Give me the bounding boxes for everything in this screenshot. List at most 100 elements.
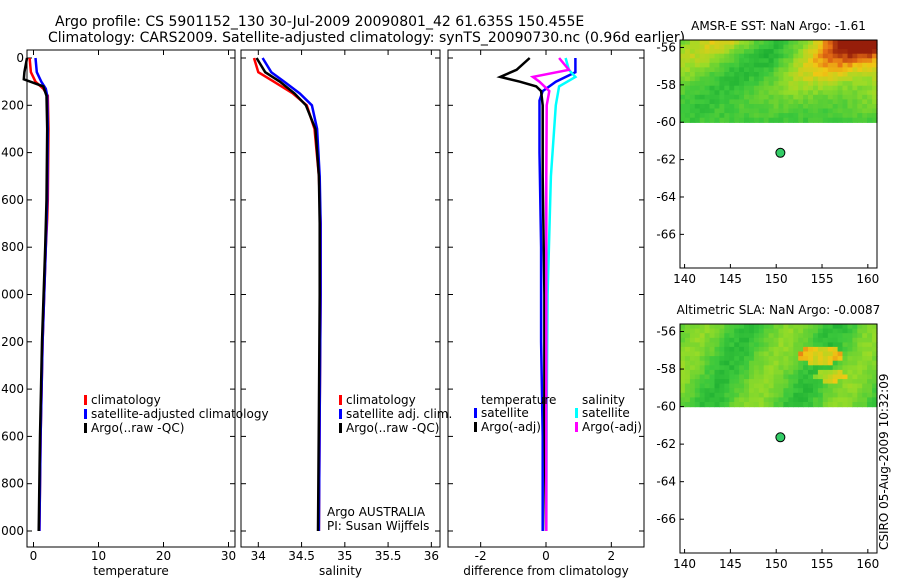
- sla-heatmap-cell: [739, 328, 745, 334]
- sst-heatmap-cell: [817, 44, 824, 50]
- sla-heatmap-cell: [763, 360, 770, 366]
- sla-heatmap-cell: [709, 388, 715, 394]
- sst-heatmap-cell: [699, 108, 706, 114]
- sla-heatmap-cell: [734, 397, 740, 403]
- salinity-legend-label: satellite adj. clim.: [346, 407, 452, 421]
- sla-heatmap-cell: [783, 346, 789, 353]
- sst-heatmap-cell: [729, 44, 735, 50]
- sla-heatmap-cell: [832, 346, 839, 353]
- sst-heatmap-cell: [852, 113, 858, 119]
- sst-heatmap-cell: [699, 72, 706, 78]
- sla-heatmap-cell: [729, 392, 735, 398]
- sla-heatmap-cell: [867, 328, 873, 334]
- sla-heatmap-cell: [803, 374, 809, 380]
- sst-heatmap-cell: [749, 99, 755, 105]
- sst-heatmap-cell: [709, 62, 715, 68]
- sst-heatmap-cell: [734, 90, 740, 96]
- sst-heatmap-cell: [714, 108, 720, 114]
- sst-heatmap-cell: [798, 44, 804, 50]
- sst-heatmap-cell: [768, 76, 775, 82]
- sla-heatmap-cell: [773, 365, 780, 371]
- sla-heatmap-cell: [773, 333, 780, 339]
- sla-heatmap-cell: [822, 392, 829, 398]
- sla-heatmap-cell: [842, 379, 848, 385]
- sla-heatmap-cell: [857, 392, 863, 398]
- sst-heatmap-cell: [680, 72, 686, 78]
- sst-heatmap-cell: [704, 94, 711, 100]
- sst-heatmap-cell: [684, 90, 691, 96]
- sst-heatmap-cell: [714, 53, 720, 59]
- sst-heatmap-cell: [857, 76, 863, 82]
- sst-heatmap-cell: [729, 117, 735, 123]
- sla-heatmap-cell: [744, 392, 750, 398]
- sst-heatmap-cell: [749, 58, 755, 64]
- sst-heatmap-cell: [689, 62, 696, 68]
- sla-heatmap-cell: [817, 402, 824, 408]
- sla-heatmap-cell: [862, 397, 868, 403]
- sla-heatmap-cell: [719, 388, 725, 394]
- sst-heatmap-cell: [827, 44, 834, 50]
- sla-heatmap-cell: [827, 379, 834, 385]
- salinity-xtick-label: 35.5: [375, 549, 402, 563]
- sla-heatmap-cell: [724, 324, 730, 330]
- sla-heatmap-cell: [862, 346, 868, 353]
- sla-heatmap-cell: [852, 397, 858, 403]
- sla-heatmap-cell: [758, 360, 765, 366]
- sla-heatmap-cell: [783, 324, 789, 330]
- sla-heatmap-cell: [852, 360, 858, 366]
- sla-heatmap-cell: [680, 397, 686, 403]
- sst-heatmap-cell: [749, 72, 755, 78]
- sst-heatmap-cell: [798, 108, 804, 114]
- sst-heatmap-cell: [689, 85, 696, 91]
- sst-heatmap-cell: [842, 113, 848, 119]
- sst-heatmap-cell: [729, 104, 735, 110]
- sla-heatmap-cell: [744, 324, 750, 330]
- sst-heatmap-cell: [857, 81, 863, 87]
- sst-heatmap-cell: [753, 85, 760, 91]
- sst-heatmap-cell: [734, 67, 740, 73]
- sst-heatmap-cell: [689, 104, 696, 110]
- sst-heatmap-cell: [857, 99, 863, 105]
- sla-heatmap-cell: [842, 402, 848, 408]
- sla-heatmap-cell: [709, 374, 715, 380]
- sla-heatmap-cell: [719, 365, 725, 371]
- sst-heatmap-cell: [837, 113, 844, 119]
- sst-heatmap-cell: [867, 113, 873, 119]
- sst-heatmap-cell: [758, 72, 765, 78]
- sla-heatmap-cell: [832, 360, 839, 366]
- sla-heatmap-cell: [872, 342, 878, 348]
- sst-heatmap-cell: [694, 85, 701, 91]
- sst-heatmap-cell: [867, 49, 873, 55]
- sst-heatmap-cell: [867, 58, 873, 64]
- sst-heatmap-cell: [768, 62, 775, 68]
- sla-heatmap-cell: [867, 356, 873, 362]
- sst-heatmap-cell: [813, 72, 819, 78]
- sst-heatmap-cell: [837, 62, 844, 68]
- sst-heatmap-cell: [773, 99, 780, 105]
- sla-heatmap-cell: [852, 369, 858, 376]
- difference-salinity-legend-swatch: [575, 422, 578, 432]
- sst-heatmap-cell: [778, 67, 784, 73]
- sla-heatmap-cell: [749, 351, 755, 357]
- sla-heatmap-cell: [729, 342, 735, 348]
- sla-heatmap-cell: [847, 365, 853, 371]
- sst-heatmap-cell: [704, 67, 711, 73]
- sla-heatmap-cell: [749, 379, 755, 385]
- sla-heatmap-cell: [813, 324, 819, 330]
- sla-map-xtick-label: 150: [765, 557, 788, 571]
- sla-heatmap-cell: [680, 360, 686, 366]
- sst-heatmap-cell: [753, 104, 760, 110]
- sst-heatmap-cell: [822, 117, 829, 123]
- sla-heatmap-cell: [689, 333, 696, 339]
- sla-heatmap-cell: [803, 365, 809, 371]
- sst-heatmap-cell: [758, 90, 765, 96]
- sst-heatmap-cell: [778, 44, 784, 50]
- sst-heatmap-cell: [808, 94, 814, 100]
- sla-heatmap-cell: [803, 388, 809, 394]
- sla-heatmap-cell: [822, 379, 829, 385]
- sst-heatmap-cell: [803, 117, 809, 123]
- sla-heatmap-cell: [744, 342, 750, 348]
- sla-heatmap-cell: [704, 379, 711, 385]
- sst-heatmap-cell: [793, 90, 799, 96]
- sst-heatmap-cell: [803, 81, 809, 87]
